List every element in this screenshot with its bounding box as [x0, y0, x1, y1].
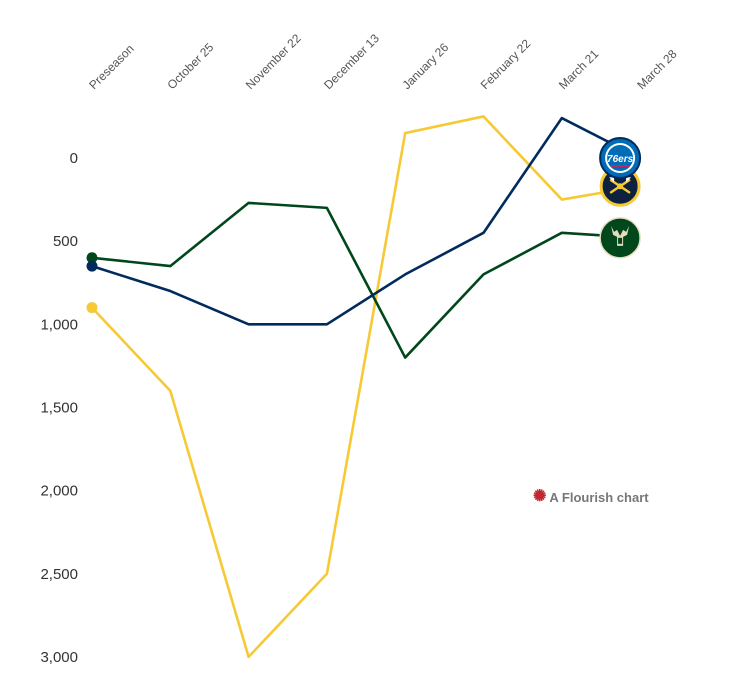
- x-tick-label: October 25: [165, 40, 217, 92]
- series-line-bucks[interactable]: [91, 201, 641, 359]
- x-tick-label: March 28: [634, 47, 680, 93]
- y-axis-ticks: 0 500 1,000 1,500 2,000 2,500 3,000: [40, 150, 78, 666]
- x-tick-label: December 13: [321, 31, 382, 92]
- series-line-nuggets[interactable]: [91, 115, 641, 659]
- y-tick-label: 1,500: [40, 399, 78, 416]
- series-start-dot-bucks[interactable]: [86, 252, 98, 264]
- x-tick-label: November 22: [243, 31, 304, 92]
- y-tick-label: 500: [53, 233, 78, 250]
- series-start-dot-nuggets[interactable]: [86, 302, 98, 314]
- 76ers-logo-text: 76ers: [607, 154, 634, 165]
- flourish-star-icon: ✺: [533, 488, 547, 505]
- x-tick-label: January 26: [399, 40, 451, 92]
- series-start-dots: [86, 252, 98, 314]
- y-tick-label: 1,000: [40, 316, 78, 333]
- series-start-dot-76ers[interactable]: [86, 260, 98, 272]
- series-lines: [91, 115, 641, 659]
- y-tick-label: 0: [70, 150, 78, 167]
- series-end-logos: 76ers: [599, 137, 642, 259]
- x-tick-label: February 22: [478, 36, 534, 92]
- flourish-credit[interactable]: ✺ A Flourish chart: [533, 489, 649, 505]
- y-tick-label: 2,000: [40, 483, 78, 500]
- x-axis-ticks: Preseason October 25 November 22 December 1…: [86, 31, 680, 92]
- flourish-credit-label: A Flourish chart: [549, 489, 649, 505]
- x-tick-label: Preseason: [86, 42, 136, 92]
- bucks-logo[interactable]: [599, 217, 641, 259]
- x-tick-label: March 21: [556, 47, 602, 93]
- y-tick-label: 3,000: [40, 649, 78, 666]
- series-line-76ers[interactable]: [91, 116, 641, 326]
- y-tick-label: 2,500: [40, 566, 78, 583]
- 76ers-logo[interactable]: 76ers: [599, 137, 642, 179]
